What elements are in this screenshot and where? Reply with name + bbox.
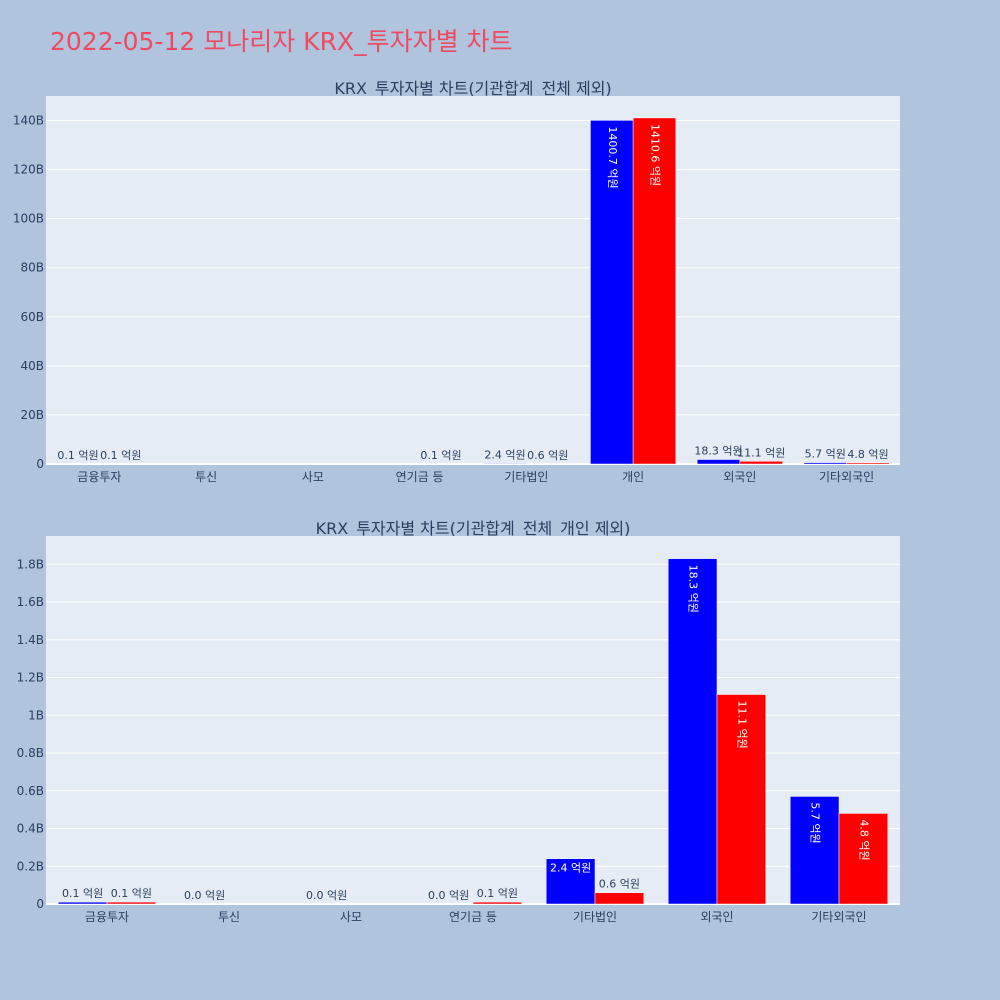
bar-label: 0.0 억원 [428, 889, 469, 902]
y-tick-label: 100B [13, 212, 44, 226]
bar-label: 0.1 억원 [111, 887, 152, 900]
bar [483, 463, 527, 465]
x-tick-label: 금융투자 [85, 910, 129, 924]
y-tick-label: 80B [20, 261, 44, 275]
x-tick-label: 외국인 [723, 470, 756, 484]
bar [57, 901, 108, 905]
chart-no-institution-total-no-individual: KRX_투자자별 차트(기관합계_전체_개인 제외) 0 0.2B 0.4B 0.6B 0… [17, 519, 900, 924]
bar [803, 462, 847, 465]
bar-label: 1400.7 억원 [606, 126, 619, 188]
plot-area [46, 96, 900, 464]
bar-label: 4.8 억원 [847, 448, 888, 461]
bar [696, 459, 741, 465]
x-tick-label: 개인 [622, 470, 644, 484]
bar-label: 1410.6 억원 [648, 124, 661, 186]
bar [106, 901, 157, 905]
bar-label: 0.1 억원 [62, 887, 103, 900]
y-tick-label: 0.4B [17, 822, 44, 836]
bar-label: 0.0 억원 [306, 889, 347, 902]
bar-label: 2.4 억원 [484, 448, 525, 461]
bar [789, 796, 840, 905]
y-tick-label: 20B [20, 408, 44, 422]
y-tick-label: 0 [36, 457, 44, 471]
bar [739, 461, 783, 465]
y-tick-label: 60B [20, 310, 44, 324]
x-tick-label: 연기금 등 [396, 470, 444, 484]
y-tick-label: 140B [13, 114, 44, 128]
x-tick-label: 외국인 [700, 910, 733, 924]
x-tick-label: 투신 [195, 470, 217, 484]
bar [846, 462, 890, 465]
y-tick-label: 1.6B [17, 595, 44, 609]
y-tick-label: 40B [20, 359, 44, 373]
chart-title: KRX_투자자별 차트(기관합계_전체_개인 제외) [316, 519, 631, 539]
y-tick-label: 0 [36, 897, 44, 911]
bar [590, 120, 634, 465]
bar-label: 18.3 억원 [687, 565, 700, 613]
chart-title: KRX_투자자별 차트(기관합계_전체 제외) [334, 79, 611, 99]
bar-label: 0.1 억원 [57, 449, 98, 462]
x-tick-label: 투신 [218, 910, 240, 924]
bar [838, 813, 889, 905]
bar-label: 0.6 억원 [599, 878, 640, 891]
y-tick-label: 120B [13, 163, 44, 177]
page-title: 2022-05-12 모나리자 KRX_투자자별 차트 [50, 27, 513, 56]
y-tick-label: 1.8B [17, 557, 44, 571]
bar-label: 2.4 억원 [550, 862, 591, 875]
y-tick-label: 1.2B [17, 671, 44, 685]
bar-label: 18.3 억원 [694, 445, 742, 458]
bar [472, 901, 523, 905]
x-tick-label: 금융투자 [77, 470, 121, 484]
bar [716, 694, 767, 905]
bar-label: 0.1 억원 [420, 449, 461, 462]
bar-label: 0.1 억원 [100, 449, 141, 462]
x-tick-label: 연기금 등 [449, 910, 497, 924]
x-tick-label: 사모 [340, 910, 362, 924]
bar [632, 117, 677, 465]
bar-label: 5.7 억원 [809, 802, 822, 843]
plot-area [46, 536, 900, 904]
bar-label: 11.1 억원 [737, 446, 785, 459]
x-tick-label: 기타외국인 [811, 910, 866, 924]
y-tick-label: 0.8B [17, 746, 44, 760]
bar-label: 11.1 억원 [735, 701, 748, 749]
chart-no-institution-total: KRX_투자자별 차트(기관합계_전체 제외) 0 20B 40B 60B 80B 100B… [13, 79, 900, 484]
x-tick-label: 기타외국인 [819, 470, 874, 484]
x-tick-label: 사모 [302, 470, 324, 484]
bar-label: 0.6 억원 [527, 449, 568, 462]
x-tick-label: 기타법인 [573, 910, 617, 924]
y-tick-label: 1.4B [17, 633, 44, 647]
y-tick-label: 1B [28, 708, 44, 722]
bar [594, 892, 645, 905]
bar-label: 0.1 억원 [477, 887, 518, 900]
x-tick-label: 기타법인 [504, 470, 548, 484]
bar-label: 0.0 억원 [184, 889, 225, 902]
bar-label: 4.8 억원 [857, 819, 870, 860]
bar-label: 5.7 억원 [805, 448, 846, 461]
y-tick-label: 0.2B [17, 859, 44, 873]
bar [545, 858, 596, 905]
y-tick-label: 0.6B [17, 784, 44, 798]
